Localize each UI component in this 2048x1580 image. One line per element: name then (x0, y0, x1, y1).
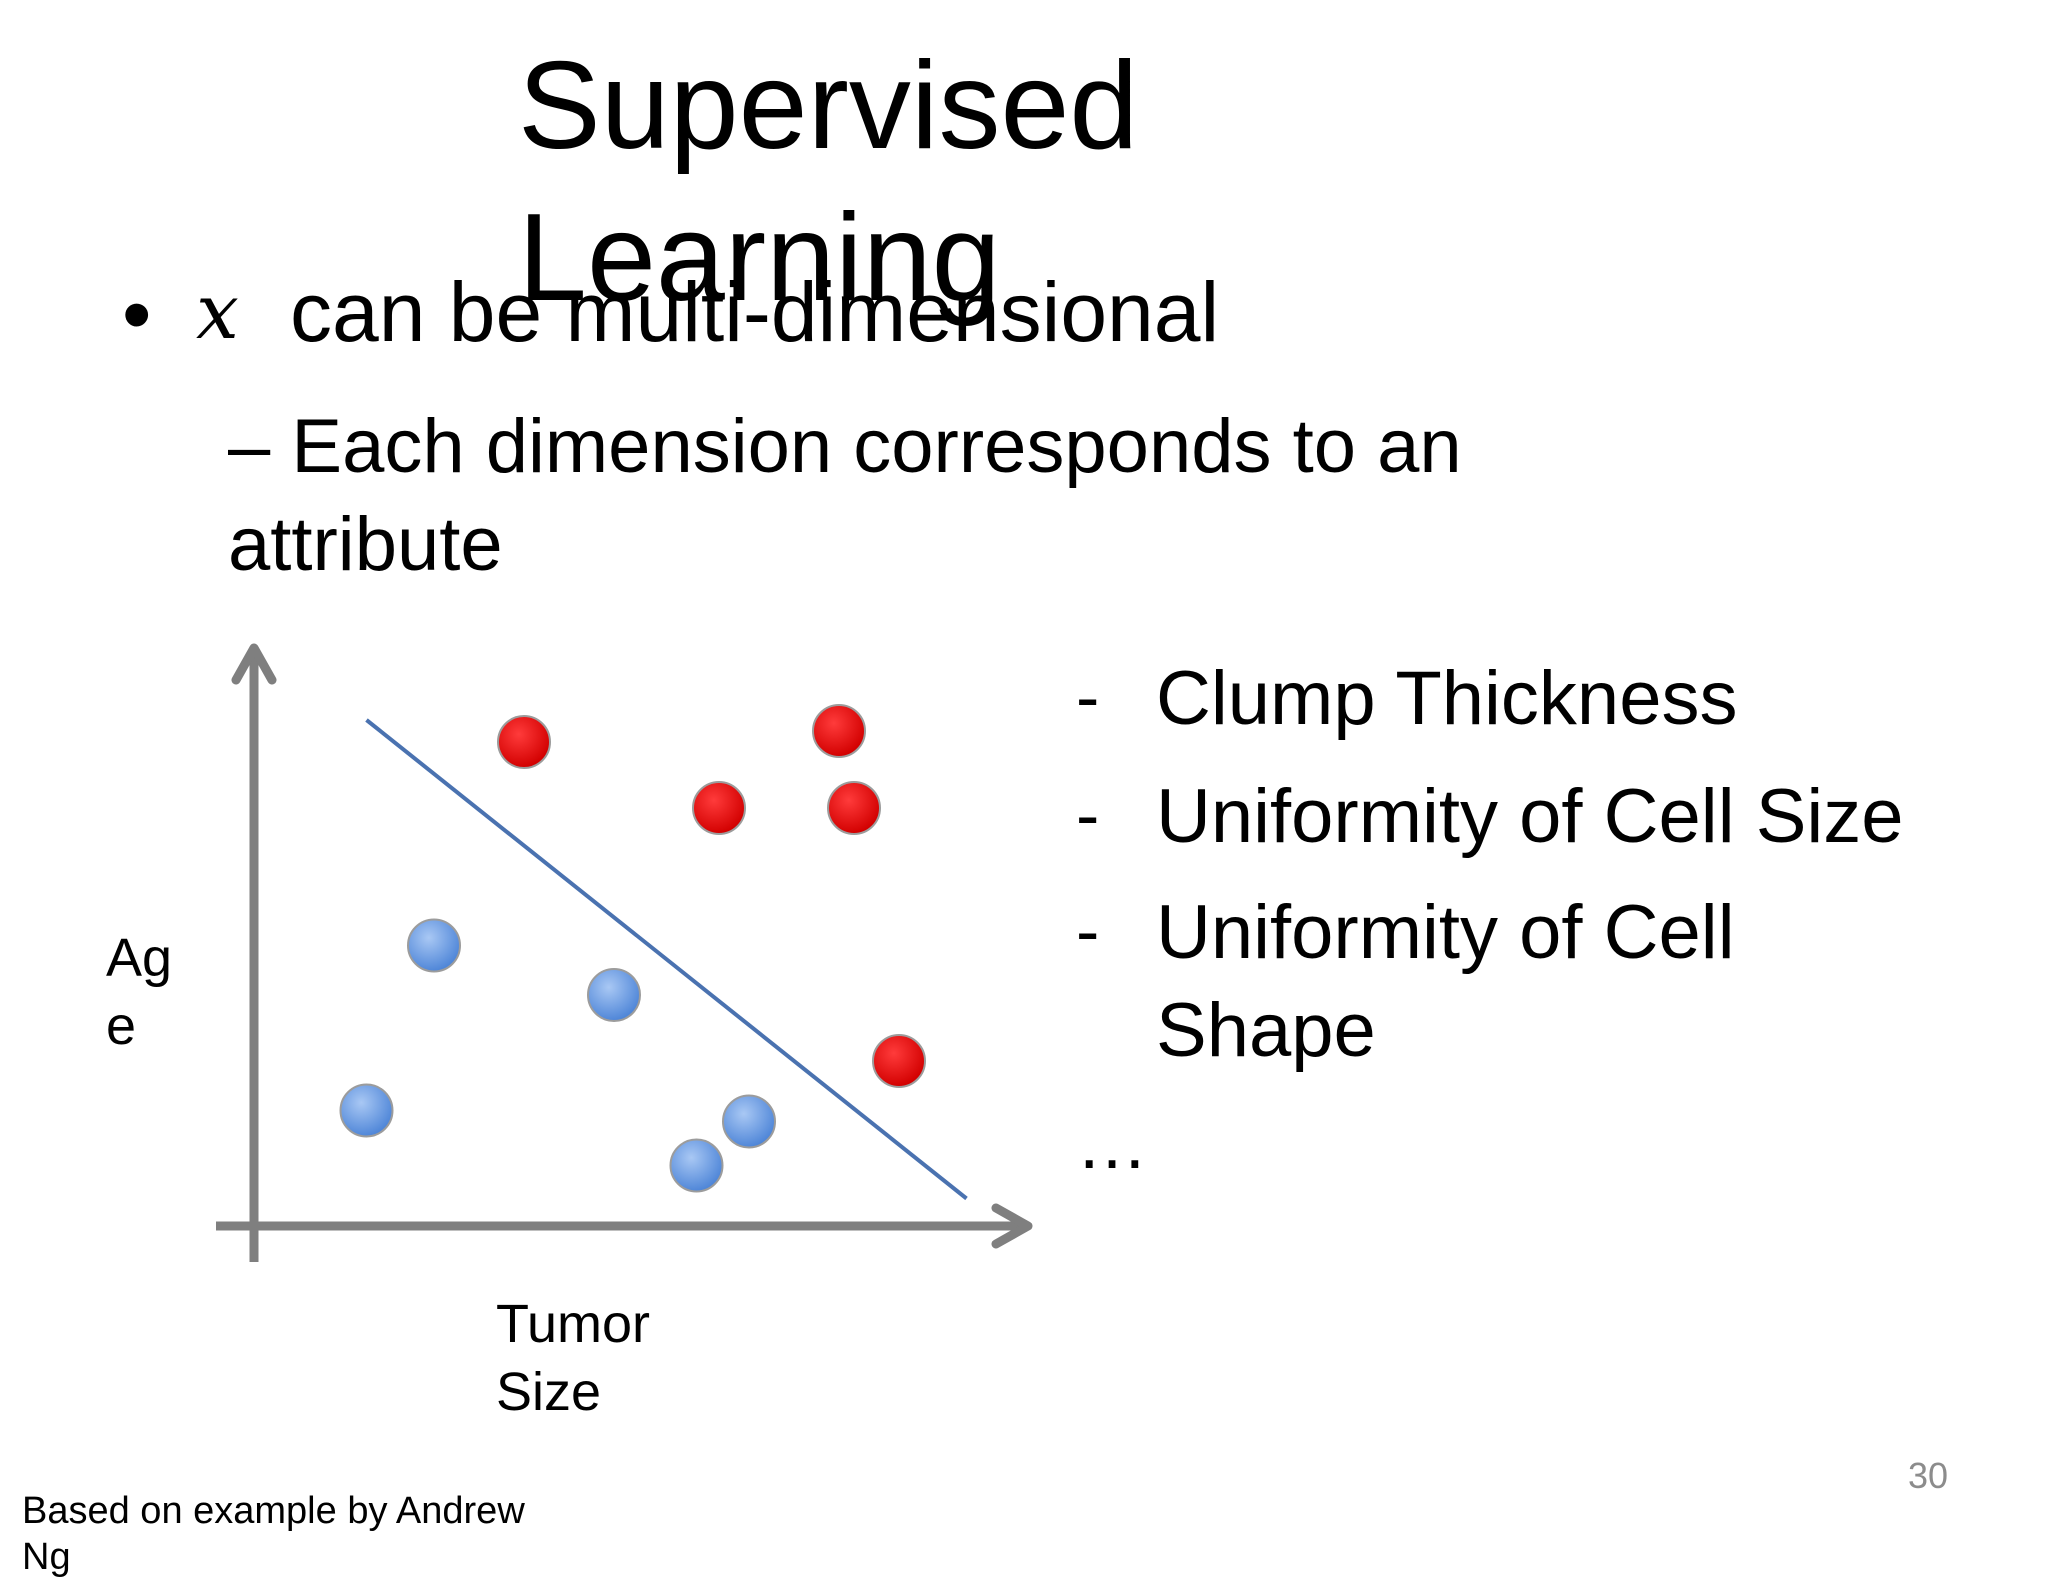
x-axis-arrow-icon (991, 1203, 1033, 1249)
page-number: 30 (1908, 1455, 1949, 1496)
benign-point (669, 1138, 724, 1193)
attribute-clump-thickness: Clump Thickness (1156, 656, 1738, 741)
y-axis-arrow-icon (231, 643, 277, 685)
attribute-ellipsis: … (1076, 1104, 1148, 1184)
benign-point (407, 918, 461, 973)
sub-bullet-text: – Each dimension corresponds to an attri… (228, 404, 1462, 587)
slide-title-line-1: Supervised (518, 37, 1139, 175)
scatter-diagram (216, 643, 1033, 1262)
x-axis-label: Tumor Size (496, 1294, 651, 1422)
decision-boundary-line (365, 718, 968, 1201)
attribute-dash-3: - (1076, 892, 1100, 970)
bullet-text: can be multi-dimensional (290, 265, 1220, 359)
data-points (339, 704, 926, 1193)
benign-point (722, 1094, 776, 1149)
malignant-point (872, 1034, 926, 1088)
attribute-dash-2: - (1076, 776, 1100, 854)
benign-point (587, 968, 641, 1022)
bullet-variable-x: x (196, 267, 239, 356)
bullet-marker: • (122, 267, 152, 361)
y-axis-label: Age (106, 928, 173, 1056)
attribute-uniformity-cell-shape: Uniformity of Cell Shape (1156, 890, 1735, 1073)
slide-title-line-2: Learning (518, 189, 1001, 327)
malignant-point (827, 781, 881, 835)
attribute-uniformity-cell-size: Uniformity of Cell Size (1156, 774, 1904, 859)
footer-credit: Based on example by Andrew Ng (22, 1490, 525, 1578)
malignant-point (812, 704, 866, 758)
malignant-point (692, 781, 746, 835)
benign-point (339, 1083, 394, 1138)
malignant-point (497, 715, 551, 769)
attribute-dash-1: - (1076, 658, 1100, 736)
